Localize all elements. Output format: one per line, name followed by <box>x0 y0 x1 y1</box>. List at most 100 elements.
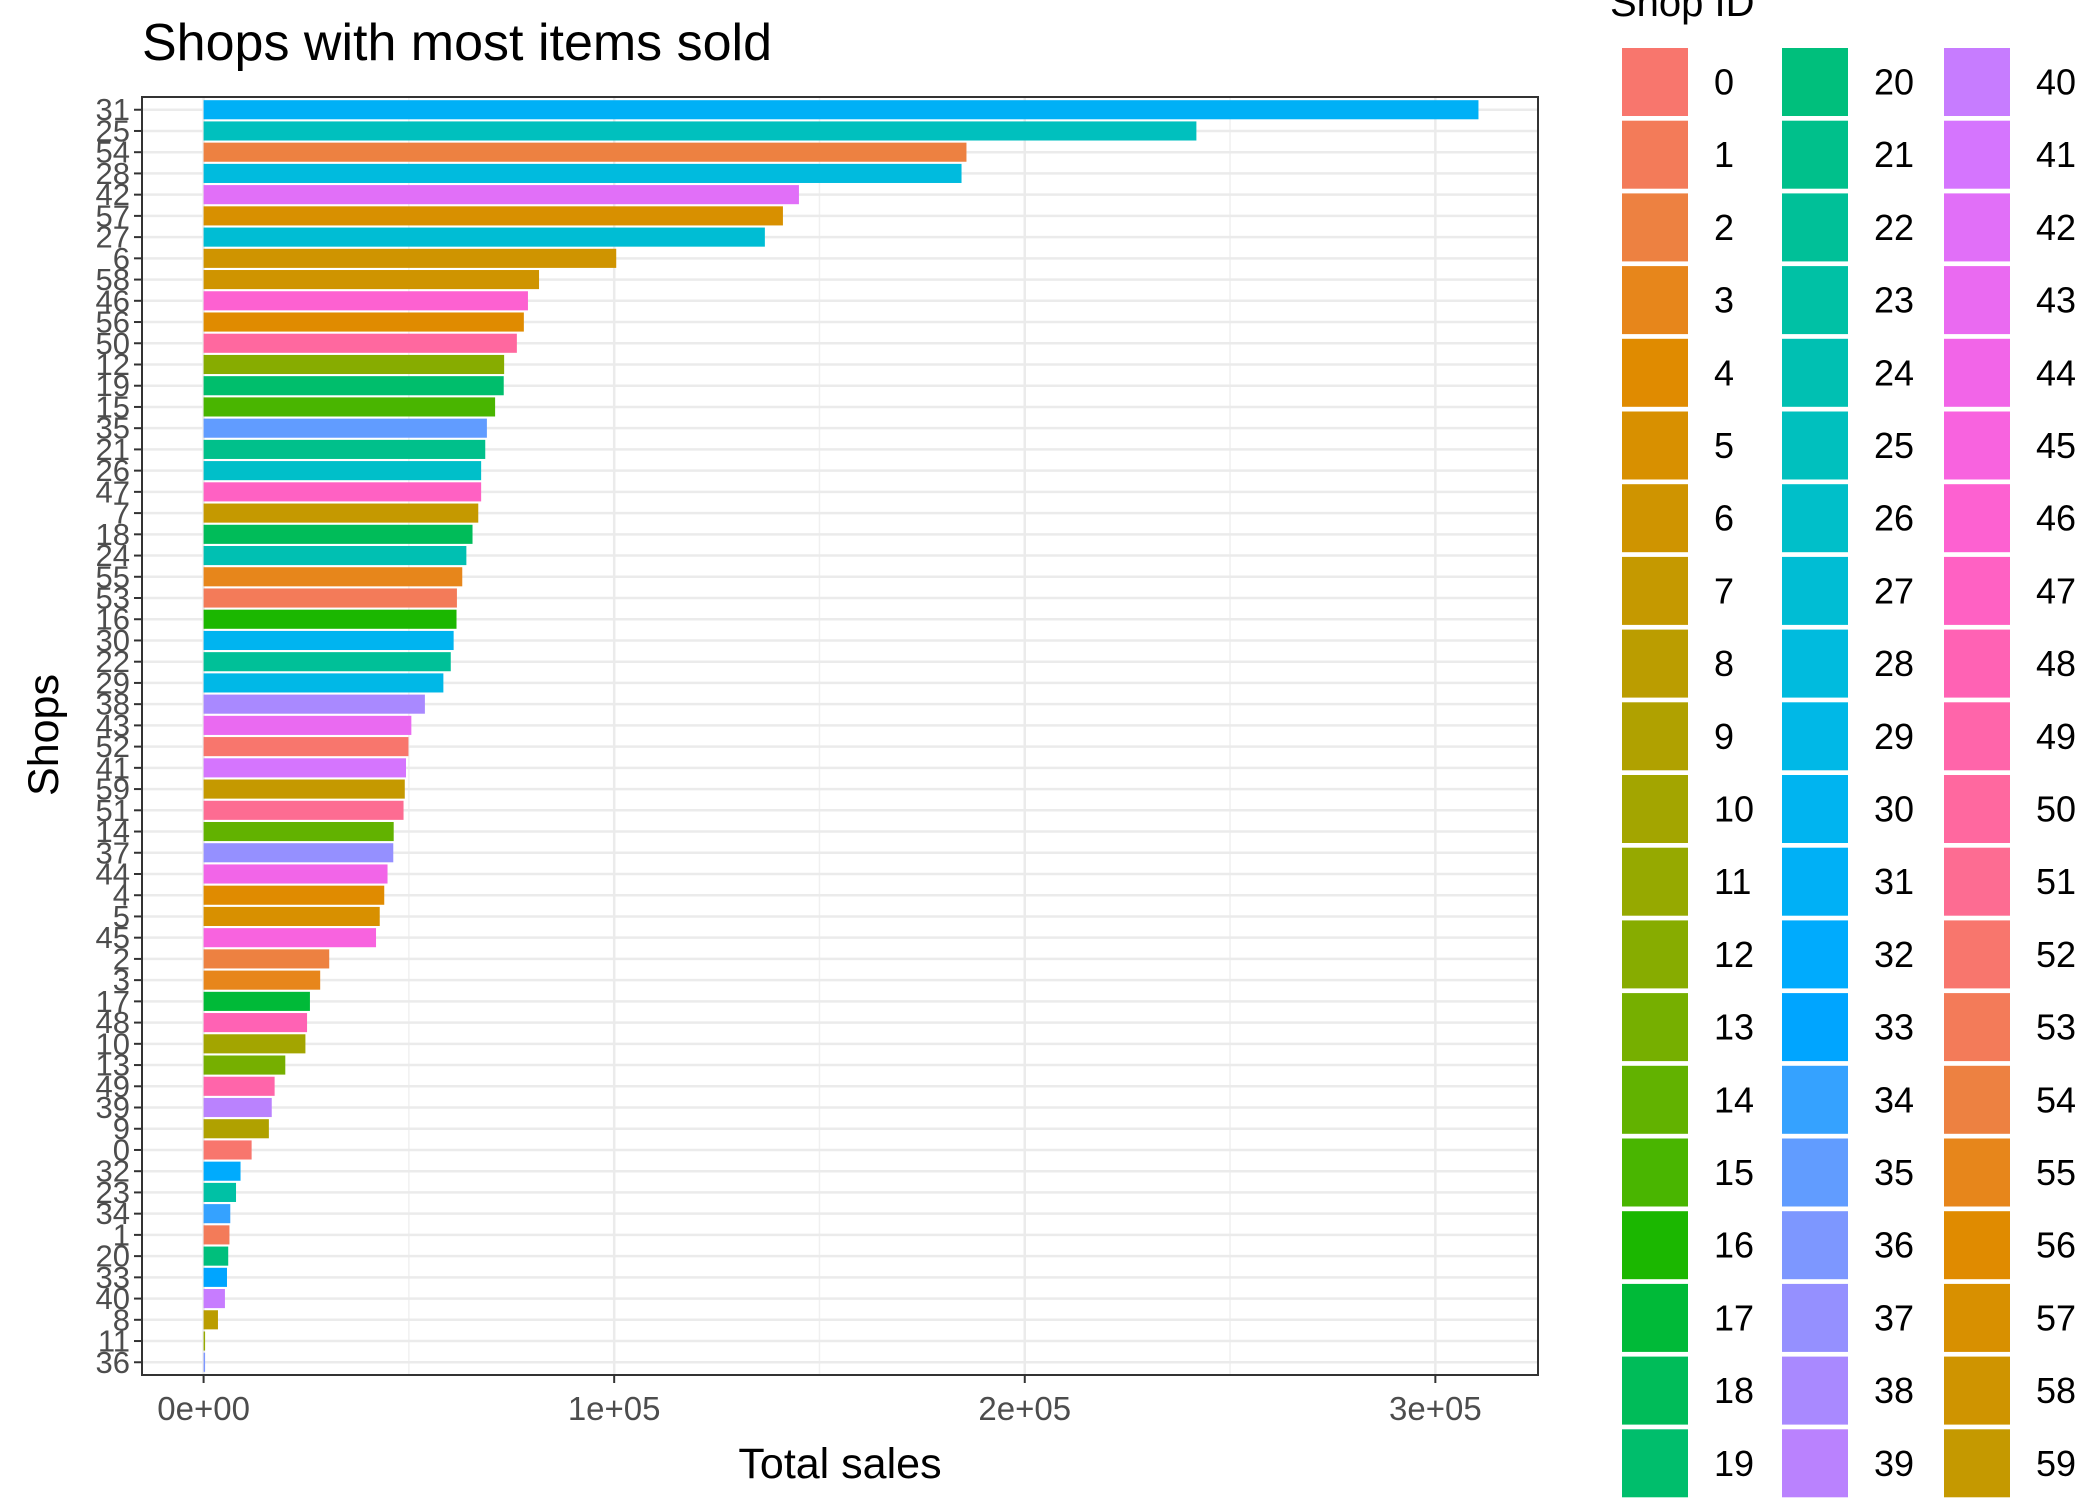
legend-label-shop-42: 42 <box>2036 207 2076 248</box>
legend-key-shop-27 <box>1782 556 1848 625</box>
legend-label-shop-58: 58 <box>2036 1370 2076 1411</box>
bar-shop-52 <box>203 737 409 757</box>
bar-shop-40 <box>203 1289 225 1309</box>
legend-label-shop-24: 24 <box>1874 352 1914 393</box>
legend-label-shop-32: 32 <box>1874 934 1914 975</box>
legend-key-shop-46 <box>1944 484 2010 553</box>
legend-label-shop-33: 33 <box>1874 1007 1914 1048</box>
legend-key-shop-42 <box>1944 193 2010 262</box>
x-tick-label: 3e+05 <box>1389 1390 1482 1427</box>
bar-shop-21 <box>203 439 486 459</box>
y-tick-label: 3 <box>113 963 130 998</box>
bar-shop-31 <box>203 100 1479 120</box>
y-tick-label: 40 <box>96 1281 130 1316</box>
y-tick-label: 24 <box>96 538 130 573</box>
legend-label-shop-27: 27 <box>1874 570 1914 611</box>
y-tick-label: 44 <box>96 856 130 891</box>
legend-key-shop-48 <box>1944 629 2010 698</box>
y-tick-label: 43 <box>96 708 130 743</box>
bar-shop-25 <box>203 121 1197 141</box>
legend-key-shop-19 <box>1622 1429 1688 1498</box>
y-tick-label: 41 <box>96 750 130 785</box>
y-tick-label: 1 <box>113 1217 130 1252</box>
bar-shop-28 <box>203 163 962 183</box>
legend-key-shop-40 <box>1944 48 2010 116</box>
legend-key-shop-21 <box>1782 120 1848 189</box>
legend-label-shop-9: 9 <box>1714 716 1734 757</box>
legend-key-shop-53 <box>1944 993 2010 1062</box>
y-tick-label: 31 <box>96 92 130 127</box>
bar-shop-56 <box>203 312 524 332</box>
legend-label-shop-56: 56 <box>2036 1225 2076 1266</box>
legend-label-shop-36: 36 <box>1874 1225 1914 1266</box>
bar-shop-50 <box>203 333 517 353</box>
legend-key-shop-23 <box>1782 266 1848 335</box>
legend-key-shop-2 <box>1622 193 1688 262</box>
legend-label-shop-5: 5 <box>1714 425 1734 466</box>
legend-key-shop-14 <box>1622 1065 1688 1134</box>
bar-shop-29 <box>203 673 444 693</box>
legend-key-shop-37 <box>1782 1283 1848 1352</box>
legend-label-shop-30: 30 <box>1874 789 1914 830</box>
bar-shop-11 <box>203 1331 206 1351</box>
y-tick-label: 55 <box>96 559 130 594</box>
bar-shop-43 <box>203 715 412 735</box>
legend-label-shop-13: 13 <box>1714 1007 1754 1048</box>
y-tick-label: 28 <box>96 156 130 191</box>
legend-label-shop-34: 34 <box>1874 1079 1914 1120</box>
legend-key-shop-33 <box>1782 993 1848 1062</box>
legend-label-shop-14: 14 <box>1714 1079 1754 1120</box>
legend-key-shop-56 <box>1944 1211 2010 1280</box>
bar-shop-9 <box>203 1119 269 1139</box>
bar-shop-39 <box>203 1097 272 1118</box>
legend-key-shop-50 <box>1944 775 2010 843</box>
y-axis-title: Shops <box>20 674 68 796</box>
legend-key-shop-8 <box>1622 629 1688 698</box>
y-tick-label: 20 <box>96 1239 130 1274</box>
legend-label-shop-41: 41 <box>2036 134 2076 175</box>
legend-label-shop-35: 35 <box>1874 1152 1914 1193</box>
legend-label-shop-11: 11 <box>1714 861 1751 902</box>
legend-label-shop-29: 29 <box>1874 716 1914 757</box>
y-tick-label: 23 <box>96 1175 130 1210</box>
legend-label-shop-16: 16 <box>1714 1225 1754 1266</box>
legend-label-shop-31: 31 <box>1874 861 1914 902</box>
bar-shop-47 <box>203 482 482 502</box>
bar-shop-33 <box>203 1267 227 1287</box>
bar-shop-32 <box>203 1161 241 1181</box>
y-tick-label: 5 <box>113 899 130 934</box>
legend-label-shop-57: 57 <box>2036 1297 2076 1338</box>
legend-key-shop-18 <box>1622 1356 1688 1425</box>
legend-label-shop-46: 46 <box>2036 498 2076 539</box>
bar-shop-1 <box>203 1225 230 1245</box>
legend-label-shop-8: 8 <box>1714 643 1734 684</box>
bar-shop-8 <box>203 1310 218 1330</box>
legend-label-shop-25: 25 <box>1874 425 1914 466</box>
legend: 0123456789101112131415161718192021222324… <box>1622 48 2076 1498</box>
legend-key-shop-30 <box>1782 775 1848 843</box>
legend-label-shop-23: 23 <box>1874 280 1914 321</box>
legend-label-shop-17: 17 <box>1714 1297 1754 1338</box>
y-tick-label: 35 <box>96 411 130 446</box>
bar-shop-49 <box>203 1076 275 1096</box>
y-tick-label: 38 <box>96 687 130 722</box>
bar-shop-46 <box>203 291 528 311</box>
bar-shop-10 <box>203 1034 306 1054</box>
legend-label-shop-2: 2 <box>1714 207 1734 248</box>
y-tick-label: 9 <box>113 1111 130 1146</box>
legend-key-shop-10 <box>1622 775 1688 843</box>
bar-shop-24 <box>203 545 467 566</box>
y-tick-label: 49 <box>96 1069 130 1104</box>
y-tick-label: 29 <box>96 665 130 700</box>
legend-label-shop-21: 21 <box>1874 134 1914 175</box>
legend-key-shop-25 <box>1782 411 1848 480</box>
legend-label-shop-28: 28 <box>1874 643 1914 684</box>
y-tick-label: 33 <box>96 1260 130 1295</box>
y-tick-label: 47 <box>96 474 130 509</box>
y-tick-label: 16 <box>96 602 130 637</box>
y-tick-label: 8 <box>113 1302 130 1337</box>
legend-key-shop-32 <box>1782 920 1848 989</box>
legend-key-shop-31 <box>1782 847 1848 916</box>
bar-shop-42 <box>203 185 799 205</box>
